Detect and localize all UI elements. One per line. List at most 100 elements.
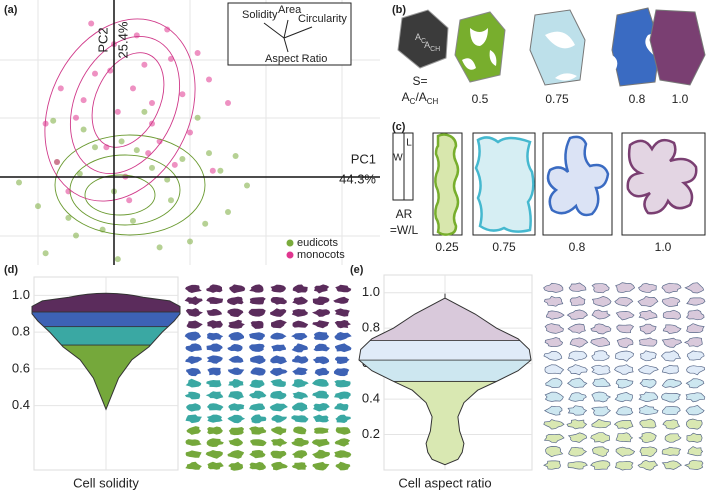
value-label: 0.8	[569, 240, 586, 254]
cell-thumbnail	[615, 432, 634, 443]
cell-thumbnail	[250, 439, 267, 447]
cell-thumbnail	[250, 320, 264, 329]
cell-thumbnail	[590, 364, 611, 376]
point	[107, 67, 114, 74]
cell-thumbnail	[184, 296, 203, 306]
cell-thumbnail	[227, 308, 244, 317]
cell-thumbnail	[334, 379, 351, 388]
cell-thumbnail	[227, 450, 245, 459]
point	[225, 209, 231, 215]
point	[149, 164, 155, 171]
cell-thumbnail	[684, 282, 705, 294]
cell-thumbnail	[292, 450, 308, 459]
cell-thumbnail	[270, 450, 287, 459]
y-tick-label: 0.6	[12, 360, 30, 375]
bbox	[542, 132, 613, 236]
cell-thumbnail	[291, 437, 309, 447]
loadings-box: Solidity Area Circularity Aspect Ratio	[227, 2, 352, 66]
panel-label: (e)	[350, 264, 364, 276]
point	[179, 156, 186, 162]
cell-thumbnail	[638, 405, 659, 415]
cell-thumbnail	[661, 460, 683, 470]
ar-box	[392, 132, 414, 201]
y-axis-label: PC2	[95, 27, 110, 52]
loading-label: Solidity	[242, 9, 278, 21]
cell-thumbnail	[614, 460, 634, 471]
cell-thumbnail	[184, 331, 202, 341]
cell-thumbnail	[227, 414, 246, 424]
arrows	[263, 19, 313, 53]
cell-thumbnail	[249, 297, 266, 305]
cell-thumbnail	[637, 364, 659, 375]
cell-thumbnail	[206, 355, 223, 364]
cell-thumbnail	[685, 309, 705, 321]
loading-label: Aspect Ratio	[265, 53, 327, 65]
formula: AC/ACH	[402, 90, 439, 106]
cell-thumbnail	[661, 297, 681, 308]
cell-thumbnail	[312, 449, 331, 459]
point	[130, 85, 136, 92]
cell-thumbnail	[206, 284, 223, 293]
cell-thumbnail	[664, 433, 682, 443]
cell-thumbnail	[685, 378, 705, 389]
point	[145, 150, 152, 157]
cell-thumbnail	[567, 405, 588, 416]
hull	[397, 9, 449, 69]
cell-thumbnail	[186, 403, 201, 412]
cell-thumbnail	[591, 283, 610, 294]
f: C	[410, 97, 416, 106]
cell-thumbnail	[333, 368, 350, 377]
cell-thumbnail	[270, 297, 287, 305]
point	[194, 50, 201, 56]
shape	[546, 135, 610, 217]
cell-thumbnail	[250, 367, 266, 376]
point	[92, 70, 98, 77]
cell-thumbnail	[207, 403, 224, 411]
violin-outline	[31, 292, 181, 411]
shape	[529, 9, 586, 86]
cell-thumbnail	[591, 406, 611, 417]
point	[88, 20, 95, 27]
panel-label: (b)	[392, 4, 406, 16]
cell-thumbnail	[613, 419, 634, 430]
value-label: 0.75	[545, 92, 569, 106]
point	[171, 161, 178, 168]
cell-thumbnail	[334, 438, 351, 447]
cell-thumbnail	[543, 419, 565, 430]
cell-thumbnail	[312, 379, 329, 387]
cell-thumbnail	[186, 426, 202, 435]
cell-thumbnail	[291, 402, 308, 412]
cell-thumbnail	[312, 356, 330, 365]
cell-thumbnail	[228, 427, 245, 436]
point	[244, 182, 250, 189]
bbox	[472, 132, 536, 236]
cell-thumbnail	[639, 323, 657, 335]
point	[42, 120, 49, 127]
sub: CH	[430, 46, 440, 53]
cell-thumbnail	[249, 461, 266, 471]
legend-label: monocots	[297, 249, 345, 261]
cell-thumbnail	[185, 308, 203, 317]
cell-thumbnail	[292, 367, 308, 376]
cell-thumbnail	[269, 367, 288, 377]
panel-label: (d)	[4, 264, 18, 276]
cell-thumbnail	[312, 296, 330, 305]
cell-thumbnail	[615, 282, 636, 294]
cell-thumbnail	[591, 350, 610, 362]
point	[130, 217, 136, 224]
cell-thumbnail	[661, 392, 681, 403]
value-label: 0.25	[435, 240, 459, 254]
point	[206, 150, 212, 157]
panel-label: (c)	[392, 121, 406, 133]
cell-thumbnail	[334, 403, 349, 411]
point	[217, 167, 224, 174]
point	[57, 85, 64, 92]
cell-thumbnail	[227, 367, 245, 375]
point	[126, 197, 133, 204]
concavity	[545, 31, 577, 81]
cell-thumbnail	[615, 378, 634, 389]
area-label: ACACH	[415, 32, 440, 52]
f: /A	[415, 90, 426, 104]
cell-thumbnail	[684, 459, 704, 470]
